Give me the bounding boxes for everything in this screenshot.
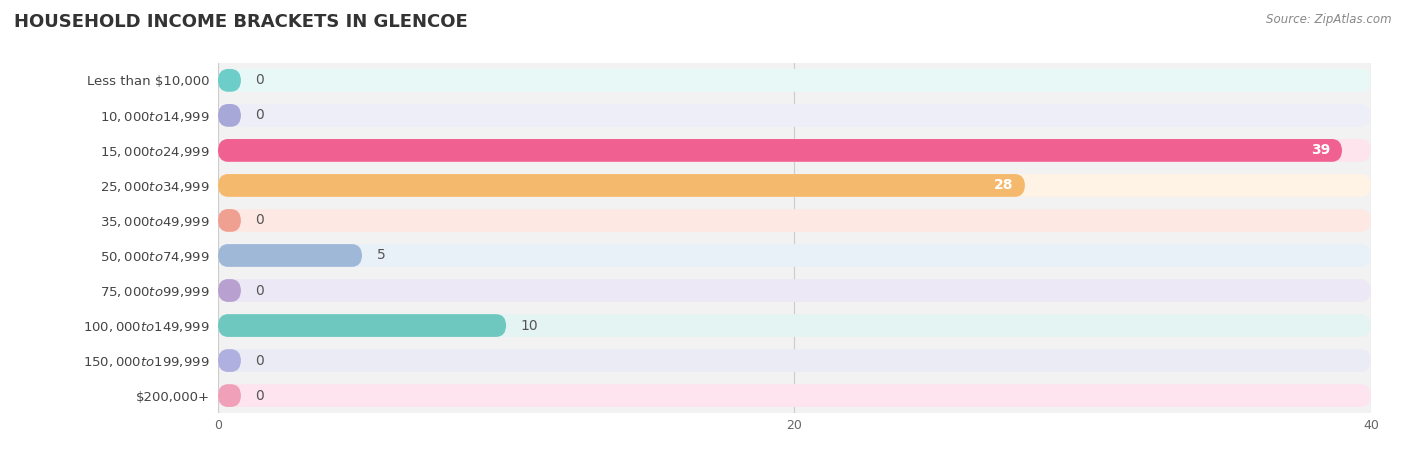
FancyBboxPatch shape [218, 279, 1371, 302]
Text: 0: 0 [256, 283, 264, 298]
Bar [218, 378, 1371, 413]
FancyBboxPatch shape [218, 279, 240, 302]
Bar [218, 98, 1371, 133]
FancyBboxPatch shape [218, 174, 1025, 197]
Text: HOUSEHOLD INCOME BRACKETS IN GLENCOE: HOUSEHOLD INCOME BRACKETS IN GLENCOE [14, 13, 468, 31]
Bar [218, 238, 1371, 273]
Bar [218, 168, 1371, 203]
FancyBboxPatch shape [218, 104, 240, 127]
Bar [218, 133, 1371, 168]
Bar [218, 203, 1371, 238]
FancyBboxPatch shape [218, 139, 1371, 162]
Text: 0: 0 [256, 388, 264, 403]
Text: 0: 0 [256, 73, 264, 88]
FancyBboxPatch shape [218, 209, 1371, 232]
FancyBboxPatch shape [218, 244, 363, 267]
FancyBboxPatch shape [218, 384, 240, 407]
FancyBboxPatch shape [218, 349, 1371, 372]
FancyBboxPatch shape [218, 314, 1371, 337]
Text: Source: ZipAtlas.com: Source: ZipAtlas.com [1267, 13, 1392, 26]
FancyBboxPatch shape [218, 104, 1371, 127]
FancyBboxPatch shape [218, 314, 506, 337]
Text: 28: 28 [994, 178, 1014, 193]
Bar [218, 63, 1371, 98]
FancyBboxPatch shape [218, 349, 240, 372]
Text: 0: 0 [256, 108, 264, 123]
Text: 5: 5 [377, 248, 385, 263]
Bar [218, 343, 1371, 378]
Text: 10: 10 [520, 318, 538, 333]
FancyBboxPatch shape [218, 139, 1343, 162]
FancyBboxPatch shape [218, 244, 1371, 267]
FancyBboxPatch shape [218, 174, 1371, 197]
FancyBboxPatch shape [218, 209, 240, 232]
Text: 0: 0 [256, 213, 264, 228]
Text: 0: 0 [256, 353, 264, 368]
Bar [218, 308, 1371, 343]
Text: 39: 39 [1312, 143, 1330, 158]
FancyBboxPatch shape [218, 69, 240, 92]
Bar [218, 273, 1371, 308]
FancyBboxPatch shape [218, 384, 1371, 407]
FancyBboxPatch shape [218, 69, 1371, 92]
